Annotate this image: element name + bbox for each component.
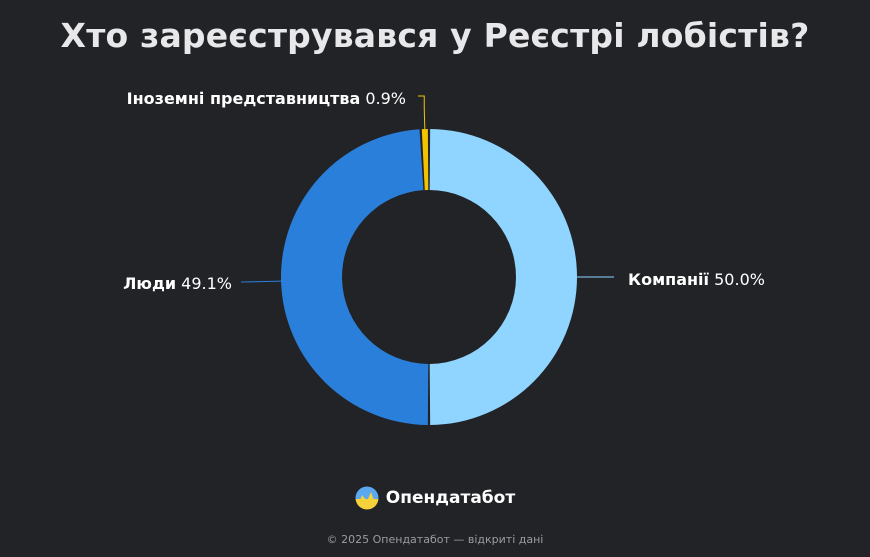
donut-slice-1[interactable] xyxy=(429,129,578,425)
brand-name: Опендатабот xyxy=(385,488,516,508)
slice-label-1: Компанії 50.0% xyxy=(628,270,765,289)
slice-label-value: 49.1% xyxy=(176,274,232,293)
footer-copyright: © 2025 Опендатабот — відкриті дані xyxy=(326,533,544,546)
opendatabot-logo-icon xyxy=(355,486,379,510)
brand: Опендатабот xyxy=(0,486,870,510)
slice-label-2: Люди 49.1% xyxy=(123,274,232,293)
slice-label-value: 0.9% xyxy=(360,89,406,108)
donut-slice-2[interactable] xyxy=(280,129,429,425)
slice-label-name: Іноземні представництва xyxy=(127,89,361,108)
leader-line-3 xyxy=(418,95,426,130)
slice-label-3: Іноземні представництва 0.9% xyxy=(127,89,406,108)
slice-label-value: 50.0% xyxy=(709,270,765,289)
slice-label-name: Компанії xyxy=(628,270,710,289)
donut-slice-3[interactable] xyxy=(421,129,429,191)
slice-label-name: Люди xyxy=(123,274,176,293)
chart-title: Хто зареєструвався у Реєстрі лобістів? xyxy=(60,16,810,55)
leader-line-2 xyxy=(240,280,282,283)
